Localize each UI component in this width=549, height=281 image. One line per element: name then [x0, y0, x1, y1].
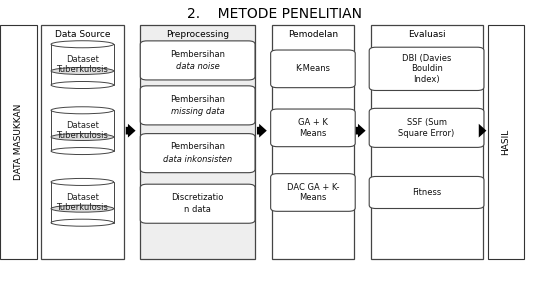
Text: DBI (Davies
Bouldin
Index): DBI (Davies Bouldin Index)	[402, 54, 451, 84]
Text: data inkonsisten: data inkonsisten	[163, 155, 232, 164]
Ellipse shape	[51, 133, 114, 140]
Text: Pembersihan: Pembersihan	[170, 50, 225, 59]
Text: Dataset
Tuberkulosis: Dataset Tuberkulosis	[57, 192, 108, 212]
Ellipse shape	[51, 219, 114, 226]
Text: Preprocessing: Preprocessing	[166, 30, 229, 39]
Text: DATA MASUKKAN: DATA MASUKKAN	[14, 104, 23, 180]
Text: Pembersihan: Pembersihan	[170, 95, 225, 104]
FancyBboxPatch shape	[140, 184, 255, 223]
Text: Pembersihan: Pembersihan	[170, 142, 225, 151]
Bar	[140, 25, 255, 259]
Ellipse shape	[51, 205, 114, 212]
Text: n data: n data	[184, 205, 211, 214]
Text: Pemodelan: Pemodelan	[288, 30, 338, 39]
FancyBboxPatch shape	[369, 47, 484, 90]
Text: HASIL: HASIL	[501, 129, 511, 155]
Text: DAC GA + K-
Means: DAC GA + K- Means	[287, 183, 339, 202]
Text: missing data: missing data	[171, 107, 225, 116]
Bar	[488, 25, 524, 259]
Ellipse shape	[51, 148, 114, 155]
Text: Dataset
Tuberkulosis: Dataset Tuberkulosis	[57, 121, 108, 140]
Bar	[371, 25, 483, 259]
Bar	[272, 25, 354, 259]
Text: Fitness: Fitness	[412, 188, 441, 197]
Bar	[51, 110, 114, 151]
Text: Dataset
Tuberkulosis: Dataset Tuberkulosis	[57, 55, 108, 74]
Bar	[51, 44, 114, 85]
Ellipse shape	[51, 178, 114, 185]
Ellipse shape	[51, 67, 114, 74]
Ellipse shape	[51, 107, 114, 114]
Bar	[51, 182, 114, 223]
Text: Discretizatio: Discretizatio	[171, 193, 224, 202]
FancyBboxPatch shape	[140, 86, 255, 125]
Text: GA + K
Means: GA + K Means	[298, 118, 328, 138]
Text: Evaluasi: Evaluasi	[408, 30, 446, 39]
FancyBboxPatch shape	[140, 41, 255, 80]
Text: data noise: data noise	[176, 62, 220, 71]
FancyBboxPatch shape	[271, 109, 355, 147]
Text: SSF (Sum
Square Error): SSF (Sum Square Error)	[399, 118, 455, 138]
FancyBboxPatch shape	[271, 50, 355, 88]
Bar	[41, 25, 124, 259]
FancyBboxPatch shape	[369, 176, 484, 209]
FancyBboxPatch shape	[271, 174, 355, 211]
FancyBboxPatch shape	[369, 108, 484, 147]
Ellipse shape	[51, 41, 114, 48]
Text: 2.    METODE PENELITIAN: 2. METODE PENELITIAN	[187, 7, 362, 21]
Ellipse shape	[51, 81, 114, 89]
Text: Data Source: Data Source	[54, 30, 110, 39]
FancyBboxPatch shape	[140, 134, 255, 173]
Bar	[0, 25, 37, 259]
Text: K-Means: K-Means	[295, 64, 330, 73]
